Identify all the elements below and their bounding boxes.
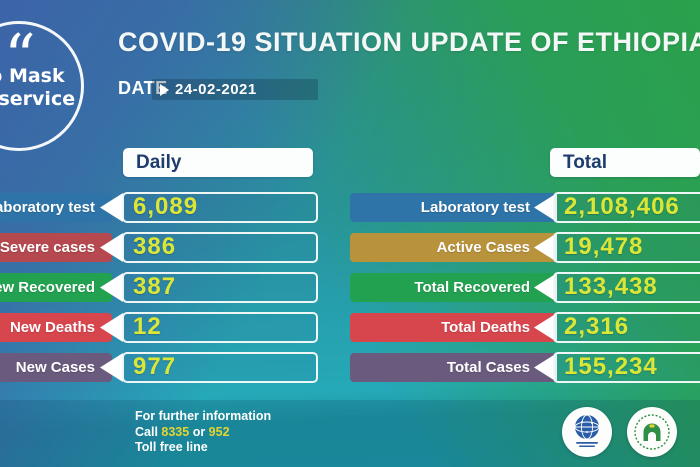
- row-label-bar: New Deaths: [0, 313, 112, 342]
- daily-row-new-cases: New Cases 977: [0, 352, 700, 383]
- daily-row-new-recovered: New Recovered 387: [0, 272, 700, 303]
- play-triangle-icon: [160, 83, 169, 96]
- row-label: Total Cases: [446, 359, 530, 376]
- row-label-bar: New Recovered: [0, 273, 112, 302]
- row-label-bar: Laboratory test: [0, 193, 112, 222]
- value-box: 6,089: [122, 192, 318, 223]
- row-value: 133,438: [564, 273, 658, 300]
- total-row-active-cases: Active Cases 19,478: [0, 232, 700, 263]
- total-header-label: Total: [563, 152, 607, 173]
- no-mask-badge: “ No Mask No service: [0, 21, 84, 151]
- row-label-bar: New Cases: [0, 353, 112, 382]
- badge-line1: No Mask: [0, 65, 65, 87]
- row-label: New Cases: [15, 359, 95, 376]
- row-value: 6,089: [133, 193, 199, 220]
- row-label: New Deaths: [9, 319, 95, 336]
- total-row-laboratory-test: Laboratory test 2,108,406: [0, 192, 700, 223]
- daily-header-label: Daily: [136, 152, 182, 173]
- row-value: 386: [133, 233, 177, 260]
- total-row-total-cases: Total Cases 155,234: [0, 352, 700, 383]
- row-value: 19,478: [564, 233, 644, 260]
- value-box: 977: [122, 352, 318, 383]
- date-value: 24-02-2021: [175, 81, 257, 98]
- row-label: Laboratory test: [0, 199, 95, 216]
- value-box: 386: [122, 232, 318, 263]
- emblem-icon: [634, 414, 670, 450]
- public-health-institute-logo: [627, 407, 677, 457]
- row-label-bar: Severe cases: [0, 233, 112, 262]
- daily-row-severe-cases: Severe cases 386: [0, 232, 700, 263]
- row-label: New Recovered: [0, 279, 95, 296]
- page-title: COVID-19 SITUATION UPDATE OF ETHIOPIA: [118, 27, 700, 57]
- row-label: Severe cases: [0, 239, 95, 256]
- total-column-header: Total: [550, 148, 700, 177]
- footer-info-text: For further information Call 8335 or 952…: [135, 409, 271, 456]
- row-value: 2,108,406: [564, 193, 680, 220]
- daily-row-laboratory-test: Laboratory test 6,089: [0, 192, 700, 223]
- value-box: 2,108,406: [553, 192, 700, 223]
- row-value: 977: [133, 353, 177, 380]
- value-box: 133,438: [553, 272, 700, 303]
- row-label-bar: Total Cases: [350, 353, 557, 382]
- row-value: 155,234: [564, 353, 658, 380]
- value-box: 155,234: [553, 352, 700, 383]
- quote-icon: “: [4, 27, 36, 71]
- hotline-number-1: 8335: [161, 424, 190, 439]
- globe-icon: [574, 414, 600, 447]
- row-label: Total Recovered: [414, 279, 530, 296]
- row-label-bar: Total Deaths: [350, 313, 557, 342]
- row-label-bar: Total Recovered: [350, 273, 557, 302]
- daily-row-new-deaths: New Deaths 12: [0, 312, 700, 343]
- date-label: DATE: [118, 78, 168, 98]
- value-box: 19,478: [553, 232, 700, 263]
- total-row-total-deaths: Total Deaths 2,316: [0, 312, 700, 343]
- daily-column-header: Daily: [123, 148, 313, 177]
- total-row-total-recovered: Total Recovered 133,438: [0, 272, 700, 303]
- value-box: 387: [122, 272, 318, 303]
- value-box: 12: [122, 312, 318, 343]
- date-band: 24-02-2021: [152, 79, 318, 100]
- badge-text: No Mask No service: [0, 65, 81, 111]
- row-label-bar: Laboratory test: [350, 193, 557, 222]
- row-label: Total Deaths: [441, 319, 530, 336]
- value-box: 2,316: [553, 312, 700, 343]
- row-label: Laboratory test: [420, 199, 530, 216]
- row-value: 387: [133, 273, 177, 300]
- row-value: 2,316: [564, 313, 630, 340]
- row-label: Active Cases: [436, 239, 530, 256]
- footer-line1: For further information: [135, 409, 272, 423]
- footer-line2: Call 8335 or 952: [135, 424, 230, 439]
- ministry-of-health-logo: [562, 407, 612, 457]
- footer-line3: Toll free line: [135, 440, 208, 454]
- badge-line2: No service: [0, 88, 76, 110]
- hotline-number-2: 952: [208, 424, 230, 439]
- row-label-bar: Active Cases: [350, 233, 557, 262]
- row-value: 12: [133, 313, 162, 340]
